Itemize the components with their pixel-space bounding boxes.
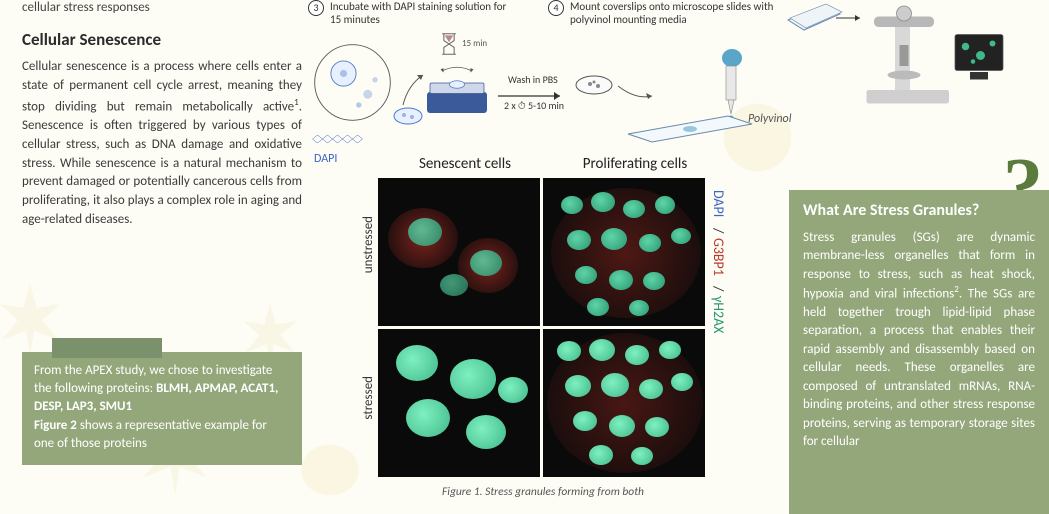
arrow-to-slide-icon: [616, 82, 656, 104]
sg-body-b: . The SGs are held together trough lipid…: [803, 286, 1035, 449]
row-label-stressed: stressed: [361, 376, 376, 420]
step-4-text: Mount coverslips onto microscope slides …: [570, 0, 778, 26]
intro-line: cellular stress responses: [22, 0, 302, 15]
row-label-unstressed: unstressed: [361, 216, 376, 273]
micrograph-grid: [378, 178, 705, 477]
figure-1-caption: Figure 1. Stress granules forming from b…: [378, 485, 708, 499]
stress-granules-box: What Are Stress Granules? Stress granule…: [789, 190, 1049, 514]
micrograph-proliferating-unstressed: [543, 178, 705, 326]
shaker-illustration: [418, 62, 496, 122]
step-number-3: 3: [308, 0, 324, 16]
marker-slash-2: /: [710, 286, 727, 291]
protocol-step-3: 3 Incubate with DAPI staining solution f…: [308, 0, 508, 26]
slide-box-icon: [784, 0, 844, 38]
timer-icon: [438, 32, 460, 56]
micrograph-senescent-unstressed: [378, 178, 540, 326]
arrow-icon: [398, 70, 428, 110]
micrograph-proliferating-stressed: [543, 329, 705, 477]
apex-fig2: Figure 2: [34, 418, 77, 433]
protocol-step-4: 4 Mount coverslips onto microscope slide…: [548, 0, 778, 26]
dapi-structure-icon: [310, 125, 370, 153]
senescence-paragraph: Cellular senescence is a process where c…: [22, 58, 302, 230]
step-number-4: 4: [548, 0, 564, 16]
bg-blob-shape: [300, 440, 360, 500]
sg-body: Stress granules (SGs) are dynamic membra…: [803, 229, 1035, 452]
microscope-icon: [859, 0, 1009, 120]
body-text-a: Cellular senescence is a process where c…: [22, 59, 302, 114]
dish-before-slide-icon: [572, 72, 616, 98]
polyvinol-label: Polyvinol: [748, 112, 791, 126]
marker-g3bp1: G3BP1: [710, 238, 727, 276]
col-label-proliferating: Proliferating cells: [550, 155, 720, 173]
body-text-b: . Senescence is often triggered by vario…: [22, 99, 302, 227]
wash-sub-label: 2 x ⏱ 5-10 min: [504, 100, 564, 112]
micrograph-senescent-stressed: [378, 329, 540, 477]
micrograph-column-labels: Senescent cells Proliferating cells: [380, 155, 720, 173]
marker-dapi: DAPI: [710, 190, 727, 217]
apex-callout-box: From the APEX study, we chose to investi…: [22, 352, 302, 465]
marker-slash-1: /: [710, 228, 727, 233]
dapi-label: DAPI: [314, 152, 337, 166]
wash-label: Wash in PBS: [508, 74, 558, 86]
marker-yh2ax: γH2AX: [710, 296, 727, 333]
col-label-senescent: Senescent cells: [380, 155, 550, 173]
sg-heading: What Are Stress Granules?: [803, 200, 1035, 223]
step-3-text: Incubate with DAPI staining solution for…: [330, 0, 508, 26]
left-column: cellular stress responses Cellular Senes…: [22, 0, 302, 230]
section-heading: Cellular Senescence: [22, 29, 302, 50]
timer-label: 15 min: [462, 38, 487, 49]
slide-icon: [618, 110, 758, 148]
